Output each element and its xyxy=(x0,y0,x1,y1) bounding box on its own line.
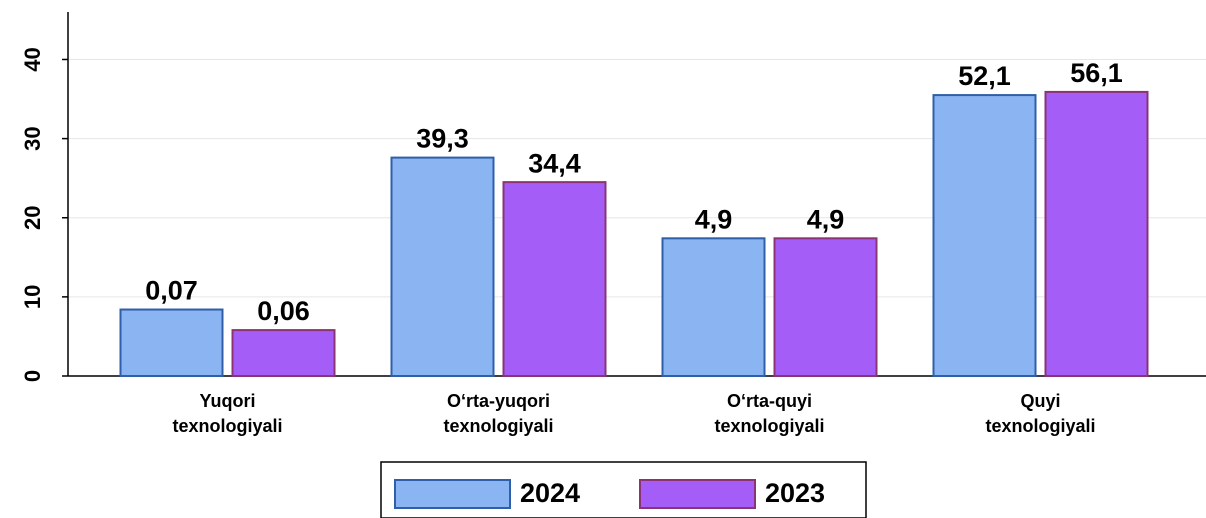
bar xyxy=(119,308,224,377)
x-tick-label: Yuqori xyxy=(199,391,255,411)
x-tick-label: texnologiyali xyxy=(172,416,282,436)
y-tick-label: 30 xyxy=(20,126,45,150)
y-tick-label: 10 xyxy=(20,285,45,309)
bar-annotation: 0,07 xyxy=(145,276,198,306)
x-tick-label: O‘rta-quyi xyxy=(727,391,812,411)
bar-annotation: 56,1 xyxy=(1070,58,1123,88)
bar xyxy=(932,94,1037,378)
bar xyxy=(661,237,766,377)
x-tick-label: texnologiyali xyxy=(985,416,1095,436)
x-tick-label: Quyi xyxy=(1020,391,1060,411)
y-tick-label: 40 xyxy=(20,47,45,71)
y-tick-label: 0 xyxy=(20,370,45,382)
bar xyxy=(502,181,607,377)
x-tick-label: texnologiyali xyxy=(443,416,553,436)
y-tick-label: 20 xyxy=(20,205,45,229)
bar xyxy=(390,156,495,377)
bar xyxy=(1044,90,1149,377)
bar-annotation: 39,3 xyxy=(416,124,469,154)
legend-swatch xyxy=(639,479,756,509)
x-tick-label: texnologiyali xyxy=(714,416,824,436)
bar xyxy=(231,329,336,377)
legend-label: 2024 xyxy=(520,478,580,508)
x-tick-label: O‘rta-yuqori xyxy=(447,391,550,411)
bar xyxy=(773,237,878,377)
legend-label: 2023 xyxy=(765,478,825,508)
bar-annotation: 34,4 xyxy=(528,148,581,178)
bar-annotation: 4,9 xyxy=(807,204,845,234)
bar-annotation: 0,06 xyxy=(257,296,310,326)
legend-swatch xyxy=(394,479,511,509)
bar-annotation: 4,9 xyxy=(695,204,733,234)
bar-annotation: 52,1 xyxy=(958,61,1011,91)
